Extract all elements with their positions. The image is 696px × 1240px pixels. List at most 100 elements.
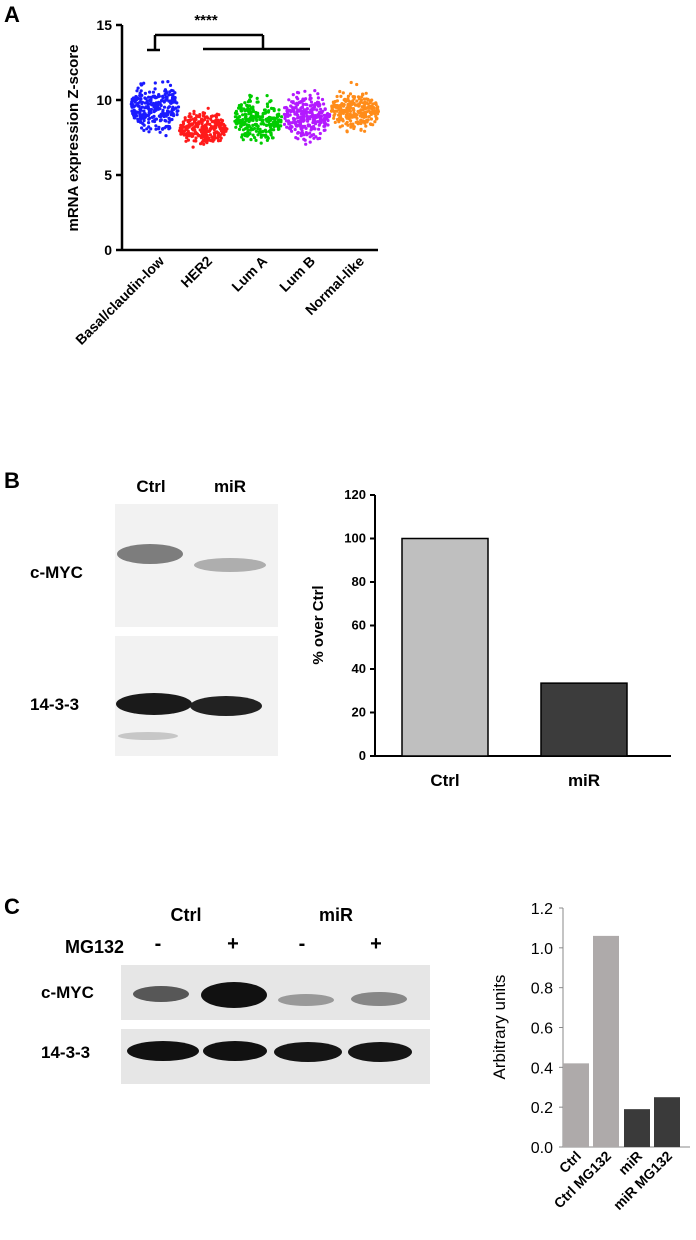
data-point: [167, 93, 171, 97]
data-point: [254, 138, 258, 142]
data-point: [202, 111, 207, 115]
data-point: [341, 91, 345, 95]
data-point: [239, 108, 243, 113]
data-point: [361, 101, 365, 105]
data-point: [374, 114, 378, 118]
data-point: [139, 89, 143, 93]
data-point: [203, 125, 207, 129]
data-point: [142, 123, 146, 127]
data-point: [189, 115, 193, 119]
data-point: [305, 103, 309, 107]
data-point: [261, 118, 265, 122]
data-point: [140, 113, 144, 117]
data-point: [222, 126, 226, 130]
data-point: [296, 116, 300, 120]
data-point: [249, 138, 253, 142]
data-point: [364, 107, 368, 111]
data-point: [161, 127, 165, 131]
blot-c-cmyc-band-2: [201, 982, 267, 1008]
data-point: [147, 130, 151, 134]
data-point: [246, 109, 250, 113]
data-point: [247, 112, 251, 116]
data-point: [282, 122, 287, 126]
data-point: [247, 124, 251, 128]
data-point: [271, 107, 276, 111]
data-point: [305, 132, 309, 136]
chart-b-y-tick-label: 80: [352, 574, 366, 589]
data-point: [248, 99, 252, 103]
data-point: [205, 133, 209, 137]
data-point: [147, 95, 151, 99]
data-point: [158, 119, 162, 123]
blot-c-cmyc-band-1: [133, 986, 189, 1002]
data-point: [361, 108, 365, 112]
data-point: [308, 140, 312, 144]
data-point: [154, 124, 158, 128]
data-point: [267, 123, 271, 127]
data-point: [284, 105, 288, 110]
data-point: [264, 130, 268, 134]
blot-b-row-1433: 14-3-3: [30, 695, 79, 714]
data-point: [251, 127, 255, 131]
data-point: [153, 87, 157, 91]
data-point: [293, 127, 297, 132]
data-point: [254, 117, 258, 121]
data-point: [364, 124, 368, 128]
data-point: [242, 107, 246, 111]
series-normal-like: [329, 80, 380, 134]
blot-c-row-cmyc: c-MYC: [41, 983, 94, 1002]
chart-b-x-label: Ctrl: [430, 771, 459, 790]
data-point: [335, 103, 339, 108]
data-point: [290, 121, 295, 125]
data-point: [342, 103, 346, 107]
data-point: [239, 120, 243, 124]
data-point: [351, 107, 355, 111]
data-point: [246, 118, 250, 122]
chart-c-y-tick-label: 0.8: [531, 981, 553, 998]
data-point: [291, 93, 295, 97]
data-point: [290, 109, 294, 113]
blot-b-lane-ctrl: Ctrl: [136, 477, 165, 496]
data-point: [203, 139, 207, 143]
data-point: [170, 112, 175, 116]
data-point: [167, 116, 171, 120]
data-point: [142, 119, 146, 123]
blot-c-1433-band-1: [127, 1041, 199, 1061]
data-point: [268, 100, 272, 104]
data-point: [142, 128, 146, 132]
data-point: [293, 117, 297, 121]
data-point: [351, 124, 355, 128]
chart-b-x-labels: Ctrl miR: [430, 771, 600, 790]
data-point: [206, 129, 210, 133]
data-point: [174, 106, 178, 110]
data-point: [357, 97, 361, 101]
data-point: [235, 116, 240, 120]
data-point: [293, 120, 298, 124]
data-point: [370, 98, 374, 102]
data-point: [358, 110, 362, 114]
data-point: [184, 139, 188, 143]
data-point: [305, 110, 309, 114]
data-point: [224, 129, 228, 133]
data-point: [206, 116, 210, 120]
series-lum-b: [282, 89, 332, 146]
data-point: [349, 119, 353, 123]
data-point: [168, 90, 172, 94]
blot-c-mark-3: -: [299, 933, 306, 955]
data-point: [258, 127, 262, 131]
data-point: [317, 113, 321, 117]
data-point: [173, 96, 177, 100]
data-point: [203, 136, 207, 140]
data-point: [339, 117, 343, 121]
data-point: [259, 122, 263, 126]
data-point: [343, 97, 347, 101]
data-point: [186, 118, 190, 123]
data-point: [140, 93, 144, 97]
significance-bracket: [147, 33, 310, 52]
data-point: [135, 89, 139, 93]
data-point: [247, 104, 252, 108]
data-point: [359, 100, 363, 104]
data-point: [140, 100, 145, 104]
data-point: [301, 102, 305, 107]
